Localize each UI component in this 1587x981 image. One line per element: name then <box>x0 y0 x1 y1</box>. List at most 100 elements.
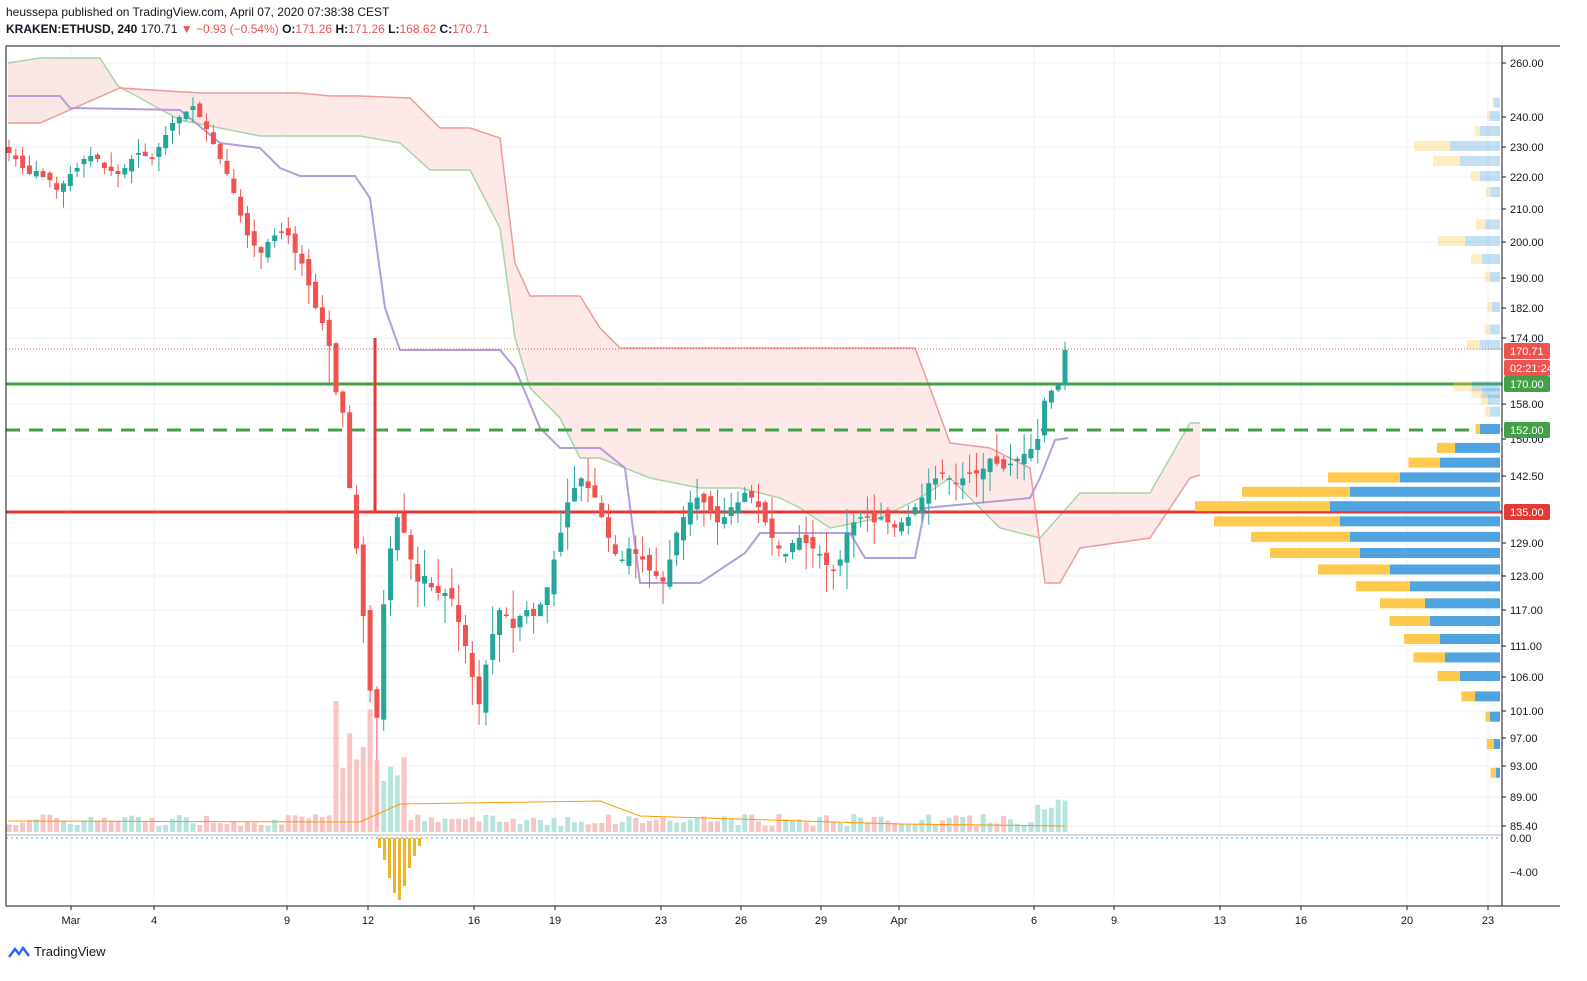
volume-bar <box>517 824 523 832</box>
symbol-label[interactable]: KRAKEN:ETHUSD, 240 <box>6 22 138 36</box>
vp-bar-down <box>1496 767 1500 778</box>
volume-bar <box>796 819 802 832</box>
volume-bar <box>524 819 530 832</box>
price-chart[interactable]: 260.00240.00230.00220.00210.00200.00190.… <box>0 38 1587 938</box>
candle-body <box>497 610 503 636</box>
volume-bar <box>367 709 373 832</box>
vp-bar-down <box>1440 457 1500 468</box>
volume-bar <box>299 816 305 832</box>
candle-body <box>353 494 359 549</box>
volume-bar <box>674 822 680 832</box>
vp-bar-down <box>1425 598 1500 609</box>
volume-bar <box>333 701 339 832</box>
candle-body <box>953 482 959 485</box>
candle-body <box>456 604 462 622</box>
candle-body <box>449 588 455 599</box>
time-tick-label: 23 <box>1482 915 1494 927</box>
volume-bar <box>483 814 489 832</box>
volume-bar <box>1048 807 1054 832</box>
candle-body <box>483 664 489 713</box>
price-tick-label: 142.50 <box>1510 471 1544 483</box>
volume-bar <box>122 817 128 832</box>
candle-body <box>231 178 237 193</box>
candle-body <box>26 165 32 174</box>
candle-body <box>721 517 727 525</box>
volume-bar <box>919 819 925 832</box>
candle-body <box>142 151 148 156</box>
volume-bar <box>469 817 475 832</box>
time-tick-label: 13 <box>1214 915 1226 927</box>
volume-bar <box>462 819 468 832</box>
candle-body <box>442 593 448 597</box>
volume-bar <box>101 817 107 832</box>
vp-bar-up <box>1328 472 1400 483</box>
vp-bar-up <box>1471 254 1482 264</box>
volume-bar <box>476 821 482 832</box>
price-tick-label: 97.00 <box>1510 733 1538 745</box>
price-tick-label: 230.00 <box>1510 142 1544 154</box>
time-tick-label: 16 <box>468 915 480 927</box>
vp-bar-down <box>1480 424 1500 434</box>
candle-body <box>1042 400 1048 436</box>
candle-body <box>980 468 986 480</box>
candle-body <box>135 153 141 155</box>
candle-body <box>851 522 857 536</box>
candle-body <box>1048 390 1054 403</box>
vp-bar-up <box>1408 457 1440 468</box>
candle-body <box>435 585 441 593</box>
price-tick-label: 182.00 <box>1510 303 1544 315</box>
volume-bar <box>306 818 312 832</box>
vp-bar-up <box>1466 339 1480 350</box>
price-tick-label: 93.00 <box>1510 761 1538 773</box>
candle-body <box>844 532 850 563</box>
volume-bar <box>347 733 353 832</box>
vp-bar-up <box>1251 531 1350 542</box>
volume-bar <box>892 822 898 832</box>
oscillator-bar <box>383 838 386 860</box>
vp-bar-up <box>1487 302 1492 312</box>
candle-body <box>326 319 332 346</box>
volume-bar <box>864 822 870 832</box>
candle-body <box>272 235 278 242</box>
volume-ma-line <box>7 800 1066 827</box>
candle-body <box>599 503 605 518</box>
candle-body <box>912 507 918 515</box>
time-tick-label: 16 <box>1295 915 1307 927</box>
volume-bar <box>510 818 516 832</box>
vp-bar-down <box>1490 406 1500 417</box>
time-tick-label: 9 <box>1111 915 1117 927</box>
volume-bar <box>108 820 114 832</box>
candle-body <box>292 233 298 253</box>
vp-bar-up <box>1475 424 1480 434</box>
symbol-line: KRAKEN:ETHUSD, 240 170.71 ▼ −0.93 (−0.54… <box>6 22 489 36</box>
time-tick-label: Apr <box>890 915 907 927</box>
candle-body <box>6 147 12 153</box>
vp-bar-up <box>1318 564 1390 575</box>
volume-bar <box>830 822 836 832</box>
volume-bar <box>47 814 53 832</box>
volume-bar <box>1028 822 1034 832</box>
vp-bar-up <box>1433 156 1460 166</box>
volume-bar <box>980 814 986 832</box>
volume-bar <box>265 825 271 832</box>
volume-bar <box>74 825 80 832</box>
candle-body <box>803 534 809 543</box>
oscillator-bar <box>378 838 381 848</box>
volume-bar <box>224 824 230 832</box>
vp-bar-up <box>1486 739 1494 749</box>
volume-bar <box>851 814 857 832</box>
candle-body <box>796 537 802 550</box>
volume-bar <box>238 825 244 832</box>
candle-body <box>531 608 537 616</box>
candle-body <box>592 485 598 498</box>
volume-bar <box>142 822 148 832</box>
volume-bar <box>878 816 884 832</box>
volume-bar <box>449 818 455 832</box>
price-tick-label: 101.00 <box>1510 706 1544 718</box>
time-tick-label: 6 <box>1031 915 1037 927</box>
candle-body <box>830 569 836 571</box>
volume-bar <box>571 822 577 832</box>
volume-bar <box>88 816 94 832</box>
candle-body <box>858 517 864 519</box>
candle-body <box>769 518 775 538</box>
